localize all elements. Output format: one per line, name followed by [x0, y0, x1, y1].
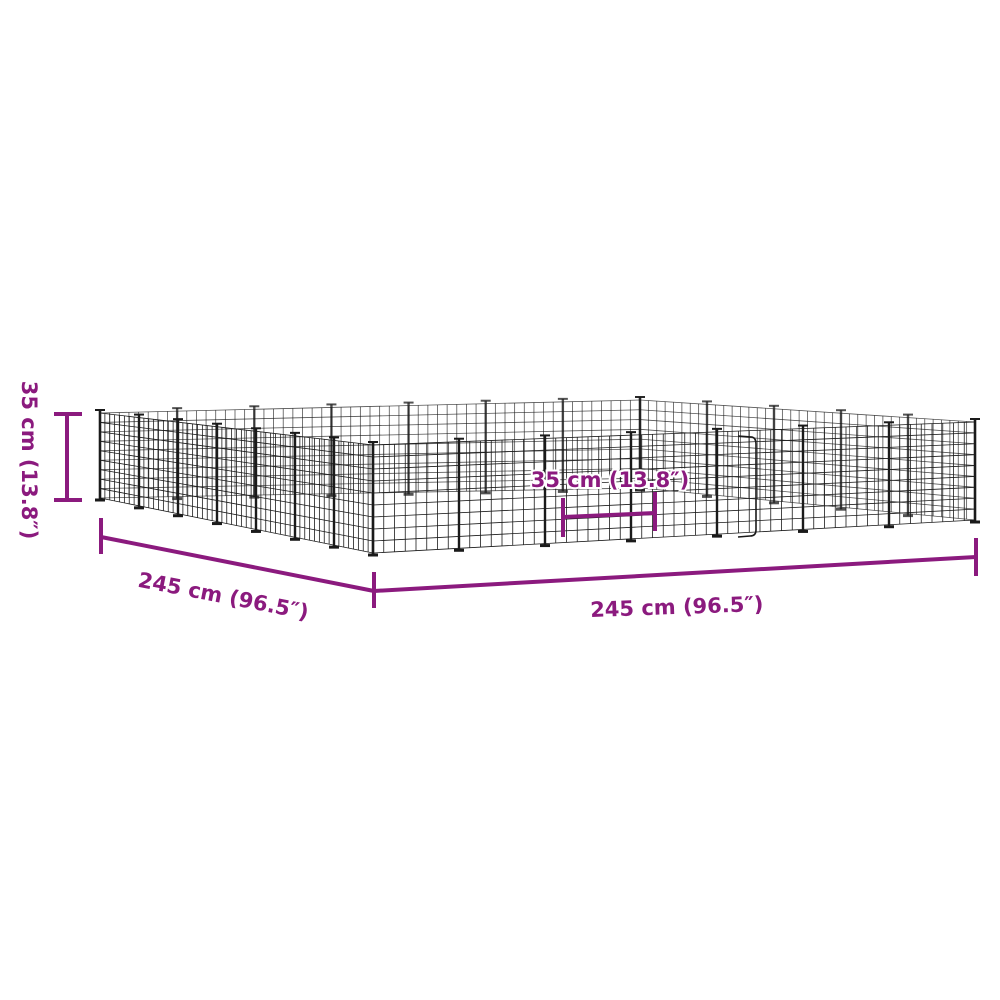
wire-horizontal	[372, 432, 976, 458]
wire-horizontal	[99, 440, 374, 482]
wire-horizontal	[372, 465, 976, 494]
wire-horizontal	[99, 469, 374, 518]
wire-horizontal	[639, 399, 976, 423]
front-right-wall	[368, 418, 980, 557]
wire-horizontal	[99, 488, 374, 542]
wire-horizontal	[372, 421, 976, 446]
pen-door	[737, 435, 757, 538]
front-left-wall	[95, 409, 378, 557]
back-right-wall	[635, 396, 980, 524]
wire-horizontal	[99, 450, 374, 494]
wire-horizontal	[372, 443, 976, 470]
height-label: 35 cm (13.8″)	[17, 381, 41, 540]
wire-horizontal	[639, 419, 976, 445]
wire-horizontal	[372, 486, 976, 518]
wire-horizontal	[372, 497, 976, 530]
height-dimension	[54, 412, 82, 502]
wire-horizontal	[99, 399, 641, 414]
wire-horizontal	[99, 468, 641, 480]
panel-width-dimension-line	[562, 511, 656, 519]
width-label: 245 cm (96.5″)	[590, 592, 764, 622]
depth-label: 245 cm (96.5″)	[136, 568, 311, 625]
wire-horizontal	[372, 508, 976, 542]
depth-dimension-line	[100, 535, 375, 593]
wire-horizontal	[99, 419, 641, 433]
width-dimension	[373, 538, 978, 593]
wire-horizontal	[99, 412, 374, 446]
wire-horizontal	[99, 409, 641, 423]
wire-horizontal	[99, 477, 641, 489]
wire-horizontal	[99, 497, 374, 554]
panel-width-dimension	[561, 492, 657, 537]
wire-horizontal	[99, 428, 641, 442]
pet-playpen-illustration	[95, 396, 980, 557]
wire-horizontal	[99, 431, 374, 470]
wire-horizontal	[372, 476, 976, 506]
wire-horizontal	[372, 454, 976, 482]
wire-horizontal	[99, 487, 641, 499]
wire-horizontal	[372, 519, 976, 554]
width-dimension-line	[373, 555, 977, 593]
wire-horizontal	[99, 422, 374, 458]
panel-width-label: 35 cm (13.8″)	[531, 468, 690, 492]
wire-horizontal	[639, 409, 976, 434]
wire-horizontal	[99, 458, 641, 471]
wire-horizontal	[99, 448, 641, 461]
wire-horizontal	[99, 459, 374, 506]
wire-horizontal	[99, 478, 374, 530]
